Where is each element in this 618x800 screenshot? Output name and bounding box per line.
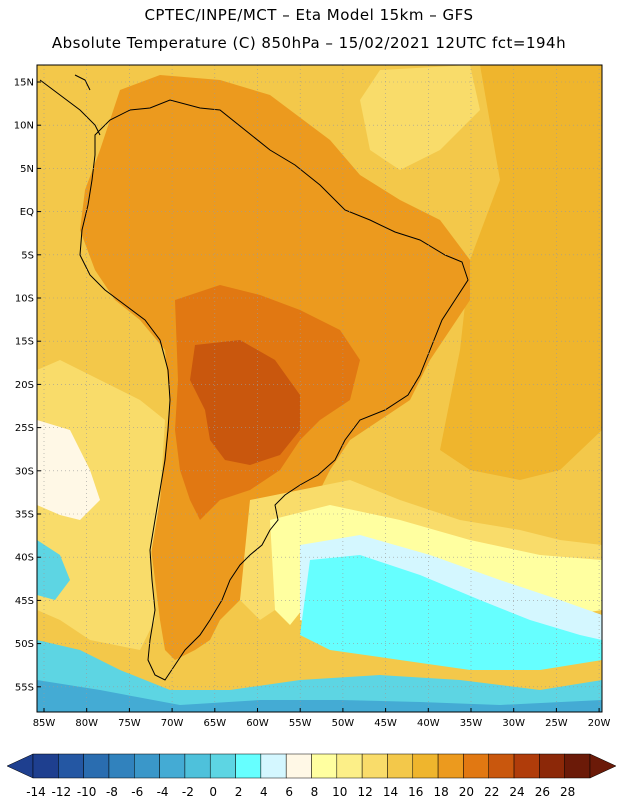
colorbar-swatch (260, 753, 287, 779)
colorbar-swatch (361, 753, 388, 779)
colorbar-label: -6 (131, 785, 143, 799)
colorbar-swatch (58, 753, 84, 779)
lat-label: EQ (20, 207, 34, 218)
field-ocean-east-cool (360, 65, 480, 170)
colorbar-swatch (134, 753, 160, 779)
latitude-axis: 15N 10N 5N EQ 5S 10S 15S 20S 25S 30S 35S 40S 45S 50S 5… (14, 78, 41, 693)
title-line-1: CPTEC/INPE/MCT – Eta Model 15km – GFS (144, 6, 474, 24)
lon-label: 75W (118, 718, 141, 729)
title-line-2: Absolute Temperature (C) 850hPa – 15/02/… (51, 34, 567, 52)
colorbar-label: 18 (433, 785, 448, 799)
colorbar-label: 10 (332, 785, 347, 799)
temperature-field (37, 65, 602, 712)
colorbar-swatch (108, 753, 135, 779)
lat-label: 45S (15, 596, 34, 607)
coastlines (39, 74, 469, 681)
lat-label: 30S (15, 466, 34, 477)
colorbar-swatch (488, 753, 515, 779)
colorbar-swatch (412, 753, 439, 779)
lon-label: 40W (417, 718, 440, 729)
colorbar: -14 -12 -10 -8 -6 -4 -2 0 2 4 6 8 10 12 14 16 18 20 22 24 26… (6, 753, 617, 799)
longitude-axis: 85W 80W 75W 70W 65W 60W 55W 50W 45W 40W 35W 30W 25W 2… (33, 708, 611, 729)
colorbar-swatch (235, 753, 262, 779)
colorbar-label: 2 (235, 785, 243, 799)
colorbar-label: 20 (459, 785, 474, 799)
lon-label: 20W (588, 718, 611, 729)
lat-label: 15N (14, 78, 34, 89)
colorbar-right-arrow (589, 753, 617, 779)
plot-frame (36, 64, 603, 713)
colorbar-label: -4 (157, 785, 169, 799)
colorbar-swatch (311, 753, 338, 779)
colorbar-label: 12 (357, 785, 372, 799)
lon-label: 55W (289, 718, 312, 729)
colorbar-label: 0 (209, 785, 217, 799)
colorbar-swatch (159, 753, 186, 779)
colorbar-label: -12 (52, 785, 72, 799)
field-cream-pacific (37, 420, 100, 520)
colorbar-swatch (564, 753, 591, 779)
colorbar-swatch (32, 753, 59, 779)
colorbar-swatch (83, 753, 110, 779)
colorbar-label: 14 (383, 785, 398, 799)
lon-label: 45W (374, 718, 397, 729)
colorbar-swatch (387, 753, 414, 779)
lon-label: 65W (203, 718, 226, 729)
lon-label: 60W (246, 718, 269, 729)
lat-label: 10S (15, 294, 34, 305)
colorbar-swatch (539, 753, 565, 779)
colorbar-label: 6 (285, 785, 293, 799)
field-cyan (300, 555, 602, 670)
colorbar-swatch (209, 753, 236, 779)
lat-label: 10N (14, 121, 34, 132)
colorbar-swatch (463, 753, 489, 779)
field-ocean-warm (440, 65, 602, 480)
lat-label: 25S (15, 423, 34, 434)
colorbar-swatch (437, 753, 464, 779)
colorbar-label: -10 (77, 785, 97, 799)
lat-label: 55S (15, 682, 34, 693)
colorbar-label: 16 (408, 785, 423, 799)
field-cold (37, 680, 602, 712)
lon-label: 85W (33, 718, 56, 729)
lon-label: 30W (502, 718, 525, 729)
colorbar-label: 26 (535, 785, 550, 799)
colorbar-label: -8 (106, 785, 118, 799)
lon-label: 35W (460, 718, 483, 729)
lat-label: 5S (21, 250, 34, 261)
colorbar-label: -2 (182, 785, 194, 799)
colorbar-label: 28 (560, 785, 575, 799)
field-cool (37, 640, 602, 712)
colorbar-left-arrow (6, 753, 34, 779)
lon-label: 80W (75, 718, 98, 729)
colorbar-label: -14 (26, 785, 46, 799)
lat-label: 40S (15, 553, 34, 564)
lon-label: 70W (161, 718, 184, 729)
lat-label: 20S (15, 380, 34, 391)
lat-label: 50S (15, 639, 34, 650)
colorbar-label: 24 (509, 785, 524, 799)
field-cool-pacific (37, 540, 70, 600)
colorbar-swatch (513, 753, 540, 779)
lat-label: 15S (15, 337, 34, 348)
colorbar-label: 22 (484, 785, 499, 799)
lon-label: 25W (545, 718, 568, 729)
lat-label: 5N (20, 164, 34, 175)
lat-label: 35S (15, 510, 34, 521)
colorbar-swatch (285, 753, 312, 779)
colorbar-label: 8 (311, 785, 319, 799)
field-very-hot (190, 340, 300, 465)
colorbar-label: 4 (260, 785, 268, 799)
colorbar-swatch (336, 753, 363, 779)
lon-label: 50W (332, 718, 355, 729)
colorbar-swatch (184, 753, 211, 779)
